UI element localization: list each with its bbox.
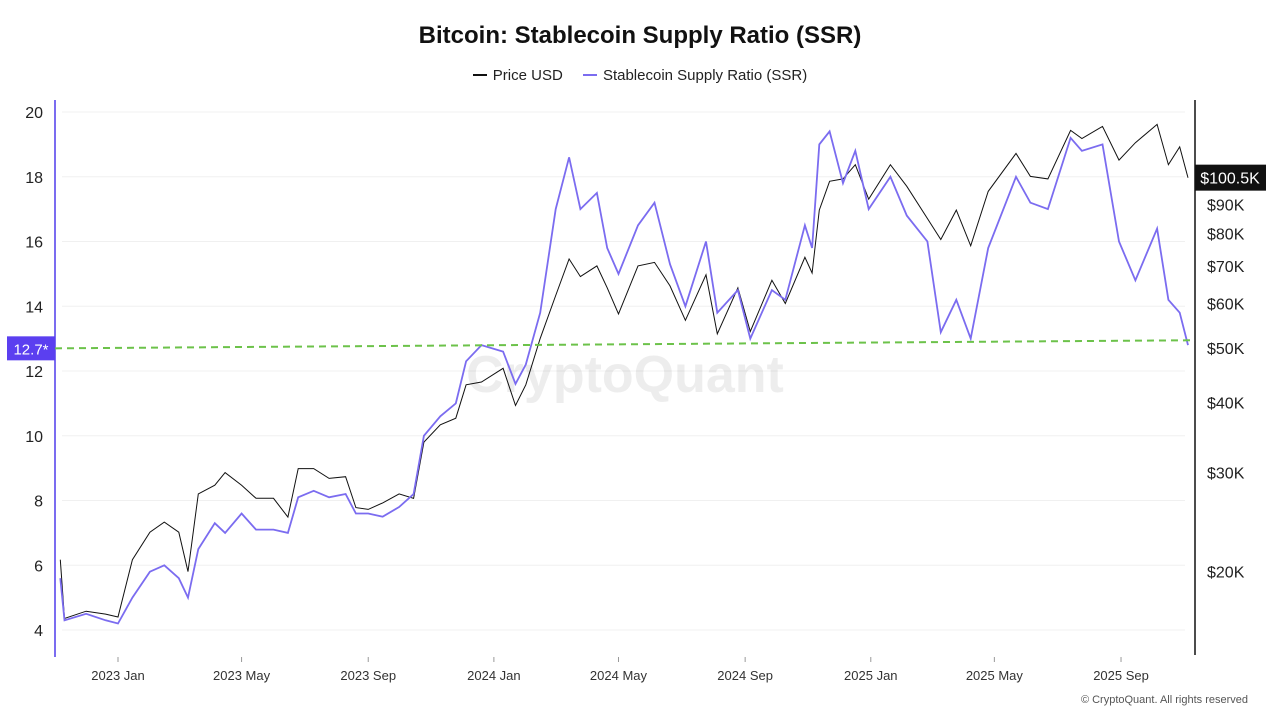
legend-swatch-price <box>472 74 487 76</box>
x-tick-label: 2024 May <box>590 668 648 683</box>
x-tick-label: 2025 Jan <box>844 668 898 683</box>
price-line <box>59 123 1189 620</box>
right-tick-label: $20K <box>1207 565 1245 582</box>
x-tick-label: 2025 May <box>966 668 1024 683</box>
right-tick-label: $60K <box>1207 297 1245 314</box>
left-tick-label: 20 <box>25 105 43 122</box>
copyright-footer: © CryptoQuant. All rights reserved <box>1080 694 1248 706</box>
x-tick-label: 2023 May <box>213 668 271 683</box>
right-tick-label: $30K <box>1207 466 1245 483</box>
x-tick-label: 2023 Sep <box>340 668 396 683</box>
right-tick-label: $90K <box>1207 198 1245 215</box>
left-tick-label: 14 <box>25 299 43 316</box>
left-tick-label: 6 <box>34 558 43 575</box>
x-tick-label: 2024 Jan <box>467 668 521 683</box>
ssr-current-badge <box>7 336 55 361</box>
legend-label-price: Price USD <box>492 66 563 84</box>
left-tick-label: 12 <box>25 364 43 381</box>
chart-title: Bitcoin: Stablecoin Supply Ratio (SSR) <box>418 22 862 49</box>
right-tick-label: $80K <box>1207 226 1245 243</box>
legend-swatch-ssr <box>582 74 597 76</box>
left-tick-label: 4 <box>34 623 43 640</box>
left-tick-label: 10 <box>25 429 43 446</box>
right-tick-label: $50K <box>1207 341 1245 358</box>
legend-label-ssr: Stablecoin Supply Ratio (SSR) <box>602 66 808 84</box>
x-tick-label: 2025 Sep <box>1093 668 1149 683</box>
legend-item-ssr[interactable]: Stablecoin Supply Ratio (SSR) <box>582 66 808 84</box>
x-tick-label: 2024 Sep <box>717 668 773 683</box>
left-tick-label: 18 <box>25 170 43 187</box>
price-current-badge <box>1195 164 1266 191</box>
left-tick-label: 16 <box>25 235 43 252</box>
ssr-line <box>59 129 1189 625</box>
right-tick-label: $40K <box>1207 395 1245 412</box>
x-tick-label: 2023 Jan <box>91 668 145 683</box>
ssr-current-label: 12.7* <box>13 341 48 358</box>
price-current-label: $100.5K <box>1200 171 1260 188</box>
watermark: CryptoQuant <box>466 346 784 404</box>
legend: Price USD Stablecoin Supply Ratio (SSR) <box>0 63 1280 84</box>
threshold-line <box>54 339 1196 350</box>
legend-item-price[interactable]: Price USD <box>472 66 563 84</box>
right-tick-label: $70K <box>1207 259 1245 276</box>
left-tick-label: 8 <box>34 494 43 511</box>
